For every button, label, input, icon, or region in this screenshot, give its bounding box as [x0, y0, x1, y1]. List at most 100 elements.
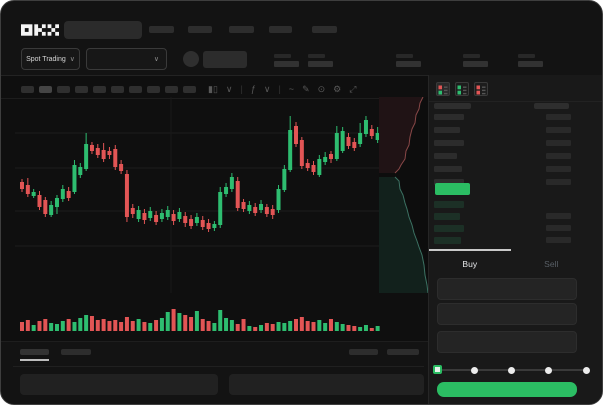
volume-bar [200, 319, 205, 331]
candle [31, 189, 36, 198]
amount-field-placeholder[interactable] [437, 303, 577, 325]
timeframe-chip[interactable] [57, 86, 70, 93]
ask-amount-placeholder[interactable] [546, 166, 571, 172]
candle [212, 221, 217, 231]
timeframe-chip[interactable] [21, 86, 34, 93]
volume-bar [165, 312, 170, 331]
volume-bar [124, 317, 129, 331]
last-price-highlight[interactable] [435, 183, 470, 195]
tab-buy[interactable]: Buy [429, 249, 511, 271]
ask-price-placeholder[interactable] [434, 127, 460, 133]
bottom-link-placeholder[interactable] [349, 349, 378, 355]
depth-asks-fill [379, 97, 423, 173]
bottom-tab-active-placeholder[interactable] [20, 349, 49, 355]
orderbook-asks-view-icon[interactable] [474, 82, 488, 96]
total-field-placeholder[interactable] [437, 331, 577, 353]
nav-item-placeholder[interactable] [188, 26, 212, 33]
market-type-selector[interactable]: Spot Trading ∨ [21, 48, 80, 70]
stat-label-placeholder [308, 54, 325, 58]
line-tool-icon[interactable]: ~ [288, 84, 295, 94]
amount-slider-stop[interactable] [544, 366, 552, 374]
stat-value-placeholder [308, 61, 333, 67]
nav-item-placeholder[interactable] [229, 26, 254, 33]
header-divider [1, 75, 602, 76]
candle [218, 187, 223, 228]
timeframe-chip[interactable] [39, 86, 52, 93]
amount-slider-handle[interactable] [433, 365, 442, 374]
ask-amount-placeholder[interactable] [546, 179, 571, 185]
pair-selector[interactable]: ∨ [86, 48, 167, 70]
nav-item-placeholder[interactable] [312, 26, 337, 33]
volume-bar [305, 321, 310, 331]
chart-area [1, 76, 428, 341]
timeframe-chip[interactable] [75, 86, 88, 93]
ask-amount-placeholder[interactable] [546, 127, 571, 133]
bid-price-placeholder[interactable] [434, 237, 461, 244]
candle [107, 147, 112, 159]
volume-bar [276, 322, 281, 331]
depth-asks-line [394, 97, 424, 174]
ask-price-placeholder[interactable] [434, 179, 464, 185]
bid-price-placeholder[interactable] [434, 213, 460, 220]
timeframe-chip[interactable] [147, 86, 160, 93]
candle-type-icon[interactable]: ▮▯ [208, 84, 218, 94]
nav-item-placeholder[interactable] [149, 26, 174, 33]
search-input[interactable] [64, 21, 142, 39]
tab-sell[interactable]: Sell [544, 259, 559, 269]
ask-price-placeholder[interactable] [434, 114, 464, 120]
volume-bar [323, 323, 328, 331]
timeframe-chip[interactable] [165, 86, 178, 93]
chevron-down-icon[interactable]: ∨ [263, 84, 271, 94]
candle [89, 142, 94, 154]
timeframe-chip[interactable] [129, 86, 142, 93]
ask-price-placeholder[interactable] [434, 140, 464, 146]
candle [276, 185, 281, 213]
nav-item-placeholder[interactable] [269, 26, 292, 33]
volume-bar [328, 319, 333, 331]
price-field-placeholder[interactable] [437, 278, 577, 300]
bid-amount-placeholder[interactable] [546, 213, 571, 219]
candle [113, 145, 118, 170]
bid-amount-placeholder[interactable] [546, 237, 571, 243]
fullscreen-icon[interactable]: ⤢ [349, 84, 357, 94]
candlestick-chart[interactable] [15, 97, 381, 293]
okx-logo [21, 22, 59, 38]
candle [189, 215, 194, 229]
candle [299, 137, 304, 169]
timeframe-chip[interactable] [111, 86, 124, 93]
bid-price-placeholder[interactable] [434, 225, 464, 232]
stat-value-placeholder [463, 61, 488, 67]
amount-slider-stop[interactable] [582, 366, 590, 374]
orderbook-view-toggles [436, 82, 488, 96]
bottom-link-placeholder[interactable] [387, 349, 419, 355]
orderbook-combined-view-icon[interactable] [436, 82, 450, 96]
timeframe-chip[interactable] [93, 86, 106, 93]
ask-amount-placeholder[interactable] [546, 153, 571, 159]
ask-price-placeholder[interactable] [434, 153, 457, 159]
ask-amount-placeholder[interactable] [546, 140, 571, 146]
chevron-down-icon[interactable]: ∨ [225, 84, 233, 94]
candle [235, 177, 240, 211]
candle [84, 133, 89, 171]
camera-icon[interactable]: ⊙ [317, 84, 326, 94]
volume-bar [369, 328, 374, 331]
volume-bar [247, 326, 252, 331]
orderbook-bids-view-icon[interactable] [455, 82, 469, 96]
market-type-label: Spot Trading [26, 55, 66, 63]
bottom-tab-placeholder[interactable] [61, 349, 91, 355]
bid-price-placeholder[interactable] [434, 201, 464, 208]
ask-price-placeholder[interactable] [434, 166, 462, 172]
stat-label-placeholder [518, 54, 535, 58]
candle [154, 211, 159, 225]
ask-amount-placeholder[interactable] [546, 114, 571, 120]
volume-bar [119, 322, 124, 331]
volume-bar [363, 325, 368, 331]
settings-gear-icon[interactable]: ⚙ [333, 84, 342, 94]
indicators-icon[interactable]: ƒ [250, 84, 256, 94]
timeframe-chip[interactable] [183, 86, 196, 93]
buy-submit-button[interactable] [437, 382, 577, 397]
amount-slider-stop[interactable] [507, 366, 515, 374]
amount-slider-stop[interactable] [470, 366, 478, 374]
bid-amount-placeholder[interactable] [546, 225, 571, 231]
draw-tool-icon[interactable]: ✎ [302, 84, 310, 94]
